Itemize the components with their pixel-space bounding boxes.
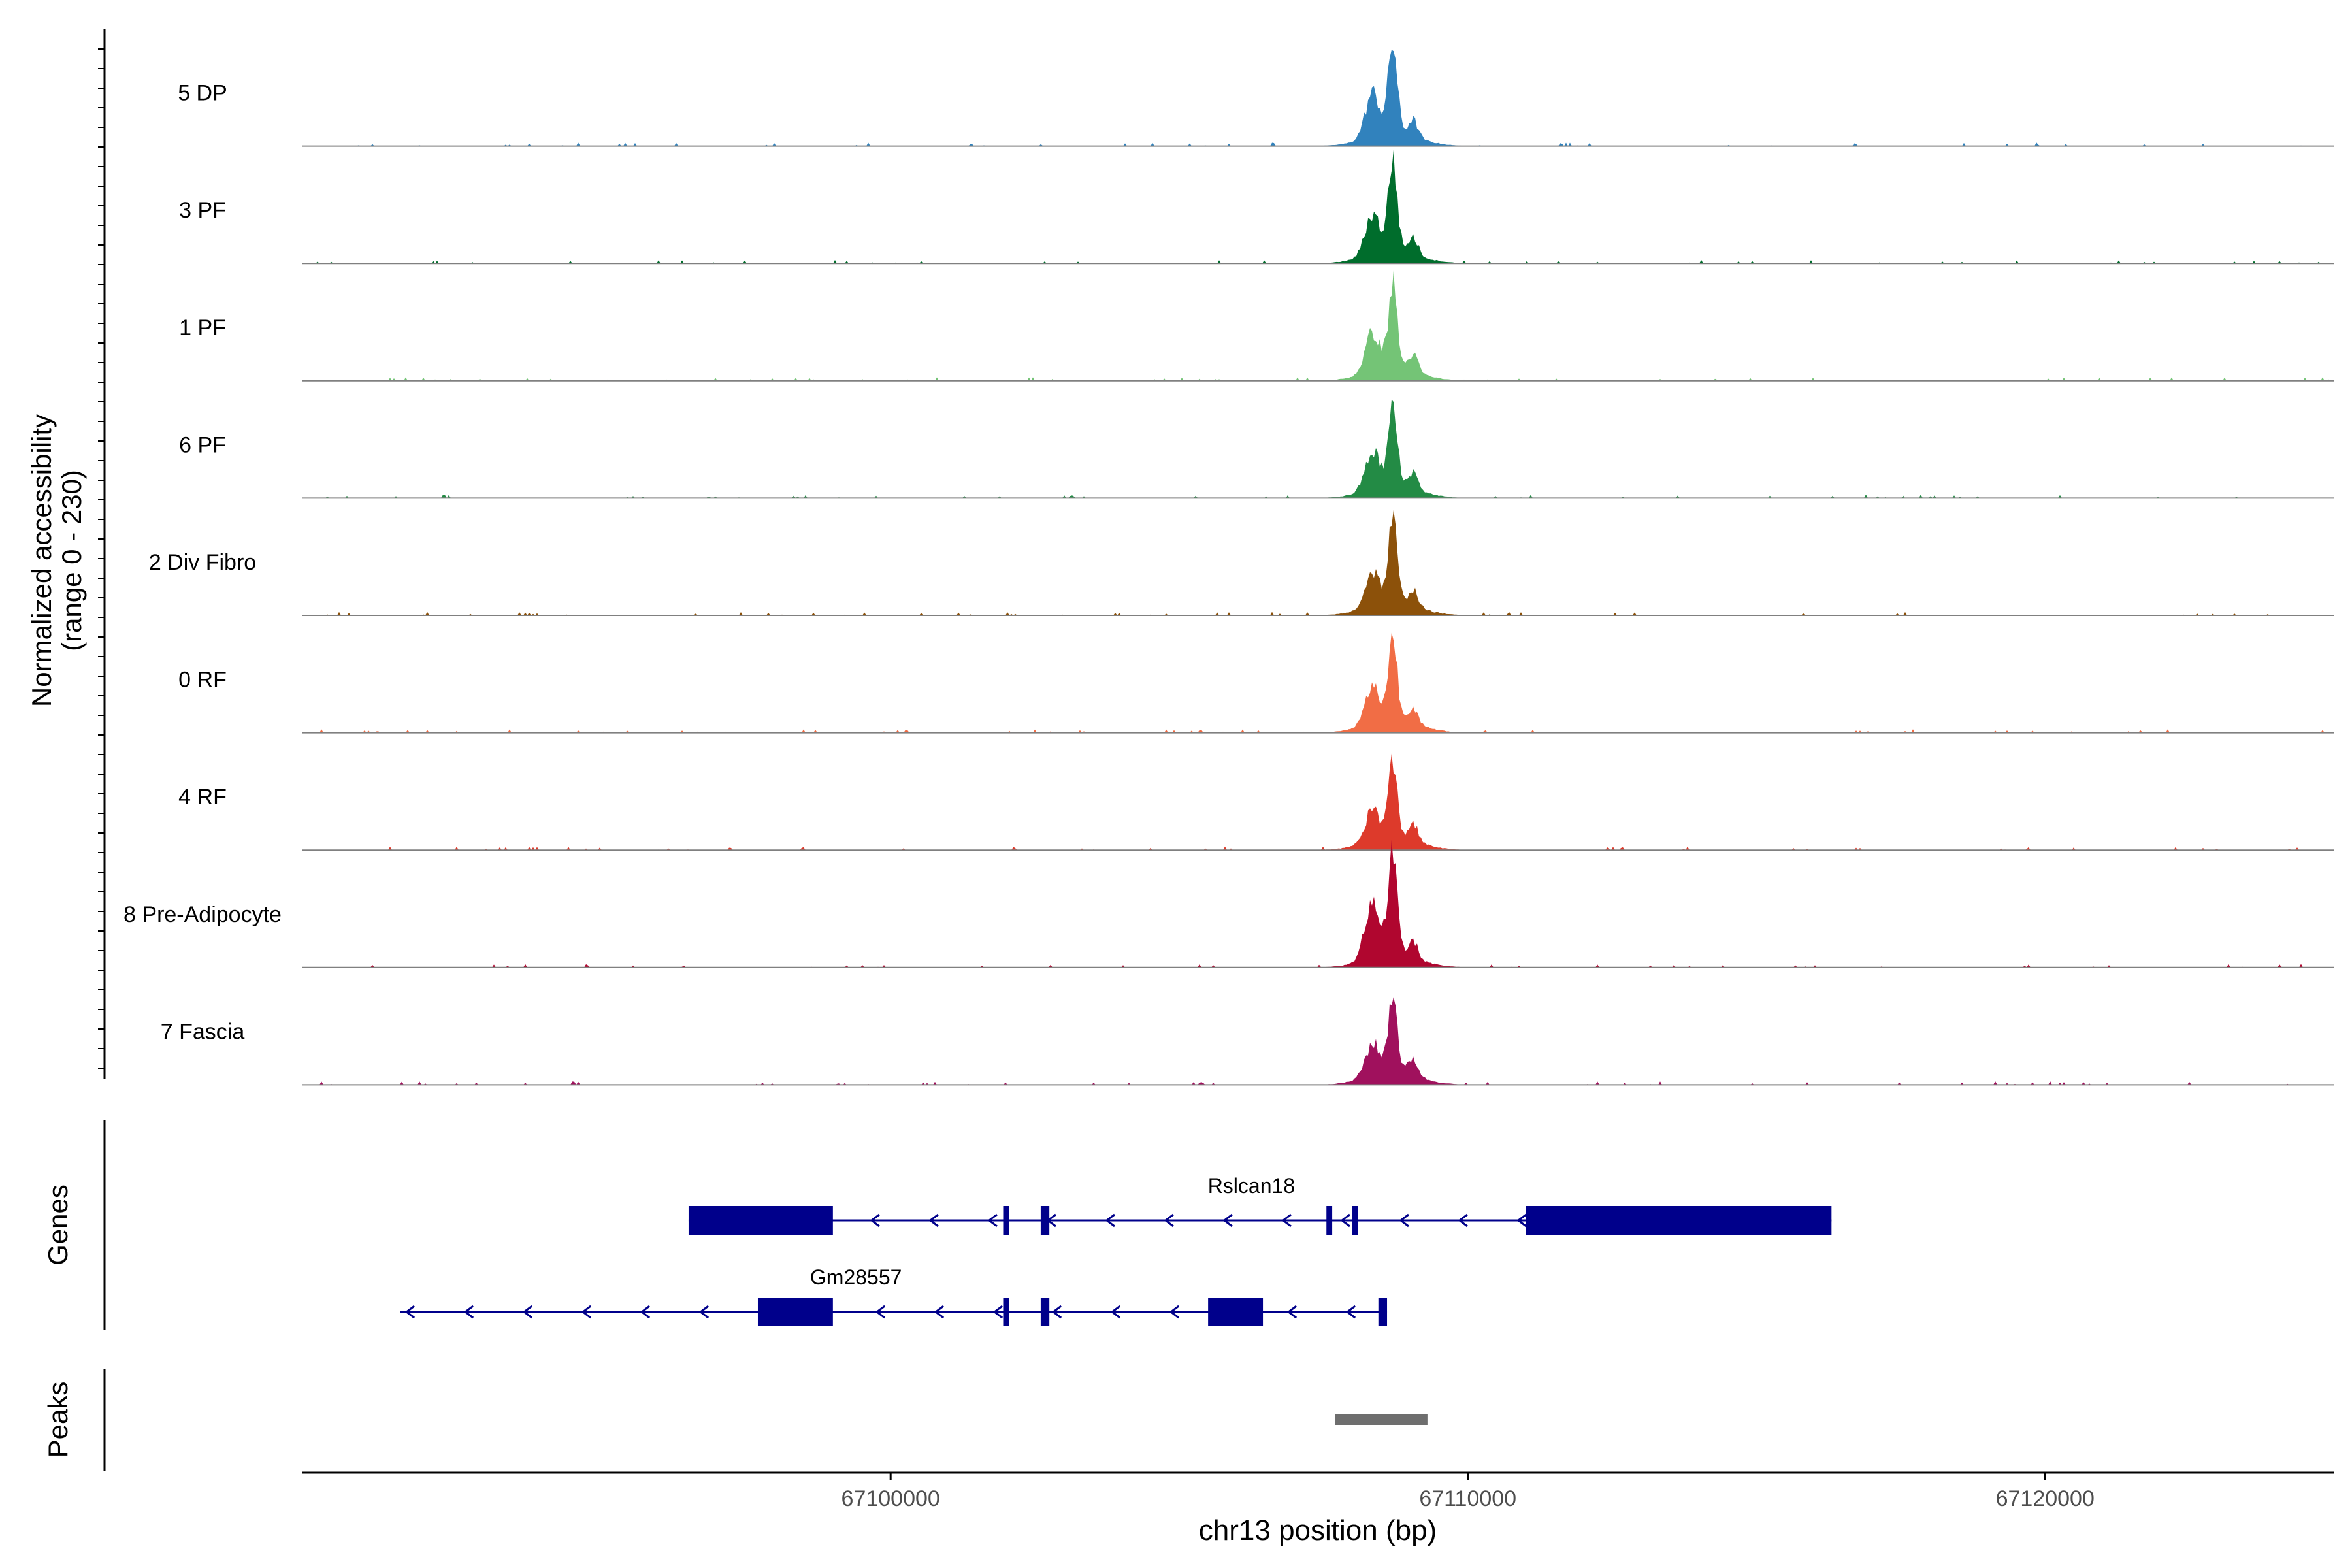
peaks-axis-title: Peaks <box>42 1382 73 1458</box>
gene-exon <box>1378 1298 1388 1326</box>
strand-arrow <box>1340 1213 1350 1228</box>
genes-axis-title: Genes <box>42 1184 73 1266</box>
track-label: 8 Pre-Adipocyte <box>123 902 282 927</box>
coverage-track: 3 PF <box>179 150 2334 265</box>
gene-label: Rslcan18 <box>1208 1174 1295 1198</box>
coverage-track: 2 Div Fibro <box>149 510 2334 616</box>
strand-arrow <box>522 1305 533 1319</box>
track-label: 3 PF <box>179 198 226 223</box>
strand-arrow <box>463 1305 474 1319</box>
strand-arrow <box>1169 1305 1180 1319</box>
coverage-track: 8 Pre-Adipocyte <box>123 839 2334 968</box>
strand-arrow <box>1105 1213 1115 1228</box>
strand-arrow <box>928 1213 939 1228</box>
x-axis-title: chr13 position (bp) <box>1199 1514 1437 1546</box>
track-label: 4 RF <box>178 785 227 809</box>
x-tick-label: 67120000 <box>1996 1486 2095 1511</box>
x-tick-label: 67110000 <box>1419 1486 1516 1511</box>
strand-arrow <box>870 1213 880 1228</box>
gene-exon <box>1208 1298 1264 1326</box>
strand-arrow <box>1399 1213 1409 1228</box>
y-axis-ticks <box>98 48 105 1069</box>
gene-model: Gm28557 <box>400 1266 1388 1326</box>
gene-exon <box>1526 1206 1832 1235</box>
strand-arrow <box>987 1213 998 1228</box>
x-tick-label: 67100000 <box>841 1486 940 1511</box>
coverage-track: 7 Fascia <box>161 997 2334 1086</box>
gene-model: Rslcan18 <box>688 1174 1832 1235</box>
gene-exon <box>1040 1206 1050 1235</box>
y-axis-title-line2: (range 0 - 230) <box>56 470 87 651</box>
coverage-track: 0 RF <box>178 632 2334 734</box>
coverage-track: 6 PF <box>179 399 2334 499</box>
gene-exon <box>1352 1206 1358 1235</box>
strand-arrow <box>992 1305 1004 1319</box>
strand-arrow <box>1222 1213 1233 1228</box>
gene-annotations: Rslcan18 Gm28557 <box>400 1174 1832 1326</box>
coverage-track: 4 RF <box>178 753 2334 851</box>
coverage-track: 5 DP <box>178 50 2334 147</box>
coverage-tracks: 5 DP 3 PF 1 PF 6 PF 2 Div Fibro 0 RF 4 RF 8 Pre… <box>123 50 2334 1086</box>
strand-arrow <box>404 1305 416 1319</box>
peak-region <box>1335 1414 1428 1425</box>
strand-arrow <box>1516 1213 1527 1228</box>
strand-arrow <box>698 1305 710 1319</box>
y-axis-title-line1: Normalized accessibility <box>26 414 57 707</box>
strand-arrow <box>1051 1305 1062 1319</box>
gene-exon <box>1003 1206 1009 1235</box>
peak-annotations <box>1335 1414 1428 1425</box>
gene-exon <box>757 1298 833 1326</box>
track-label: 1 PF <box>179 316 226 340</box>
strand-arrow <box>875 1305 886 1319</box>
gene-exon <box>688 1206 833 1235</box>
gene-label: Gm28557 <box>810 1266 902 1289</box>
track-label: 2 Div Fibro <box>149 550 256 575</box>
coverage-track: 1 PF <box>179 270 2334 382</box>
track-label: 7 Fascia <box>161 1019 245 1044</box>
strand-arrow <box>1281 1213 1292 1228</box>
x-axis-ticks: 67100000 67110000 67120000 <box>841 1473 2095 1511</box>
gene-exon <box>1040 1298 1050 1326</box>
strand-arrow <box>640 1305 651 1319</box>
strand-arrow <box>581 1305 592 1319</box>
strand-arrow <box>934 1305 945 1319</box>
strand-arrow <box>1110 1305 1121 1319</box>
strand-arrow <box>1164 1213 1174 1228</box>
track-label: 5 DP <box>178 81 227 106</box>
track-label: 6 PF <box>179 433 226 457</box>
gene-exon <box>1326 1206 1333 1235</box>
gene-exon <box>1003 1298 1009 1326</box>
strand-arrow <box>1345 1305 1356 1319</box>
strand-arrow <box>1458 1213 1468 1228</box>
strand-arrow <box>1286 1305 1298 1319</box>
track-label: 0 RF <box>178 668 227 693</box>
